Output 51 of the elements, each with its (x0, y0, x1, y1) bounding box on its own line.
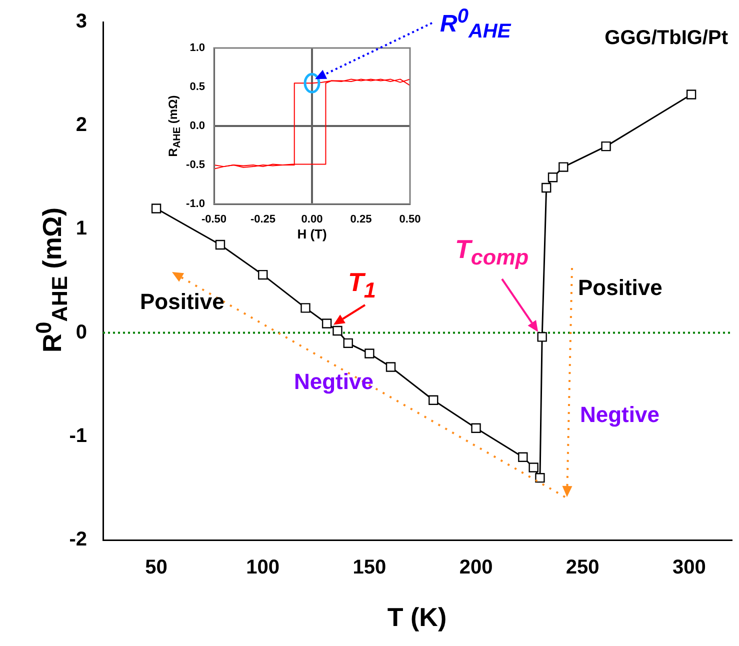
x-tick-label: 200 (459, 556, 493, 579)
point (601, 141, 611, 152)
point (386, 362, 396, 372)
point (343, 338, 353, 348)
point (518, 452, 528, 462)
point (471, 423, 481, 433)
point (686, 90, 696, 100)
x-axis-title: T (K) (387, 602, 447, 632)
point (332, 326, 342, 336)
x-tick-label: 0.50 (399, 214, 421, 226)
annotation: T$_{comp}$ (455, 234, 529, 270)
y-tick-label: 0.5 (190, 81, 205, 94)
point (535, 473, 545, 483)
point (558, 162, 568, 172)
annotation: T$_{1}$ (348, 267, 376, 302)
y-tick-label: 1.0 (190, 42, 205, 54)
annotation: Negtive (580, 402, 660, 427)
point (151, 204, 162, 214)
y-tick-label: -1 (69, 424, 87, 447)
point (428, 395, 438, 405)
point (542, 182, 552, 193)
point (215, 240, 226, 250)
y-tick-label: 1 (76, 218, 87, 240)
y-tick-label: -1.0 (186, 198, 205, 210)
point (537, 332, 547, 342)
y-tick-label: -0.5 (186, 159, 205, 172)
x-tick-label: -0.25 (250, 214, 276, 226)
x-tick-label: 100 (246, 556, 280, 579)
x-tick-label: 0.00 (301, 214, 323, 226)
point (528, 462, 538, 472)
y-tick-label: 0 (76, 321, 87, 344)
x-tick-label: 250 (566, 556, 600, 579)
x-tick-label: -0.50 (201, 214, 227, 226)
y-tick-label: 3 (76, 10, 87, 33)
y-tick-label: 0.0 (190, 120, 205, 132)
annotation: Negtive (294, 369, 374, 394)
x-tick-label: 50 (145, 556, 168, 579)
annotation: Positive (140, 289, 224, 314)
point (258, 270, 268, 280)
point (300, 303, 310, 313)
y-tick-label: -2 (69, 528, 87, 551)
annotation: GGG/TbIG/Pt (604, 27, 728, 49)
point (548, 172, 558, 182)
y-tick-label: 2 (76, 114, 87, 136)
x-tick-label: 0.25 (350, 214, 372, 226)
annotation: Positive (578, 275, 662, 300)
x-axis-title: H (T) (297, 226, 327, 242)
point (322, 318, 332, 328)
point (364, 348, 374, 358)
x-tick-label: 150 (352, 556, 386, 579)
x-tick-label: 300 (672, 556, 706, 579)
